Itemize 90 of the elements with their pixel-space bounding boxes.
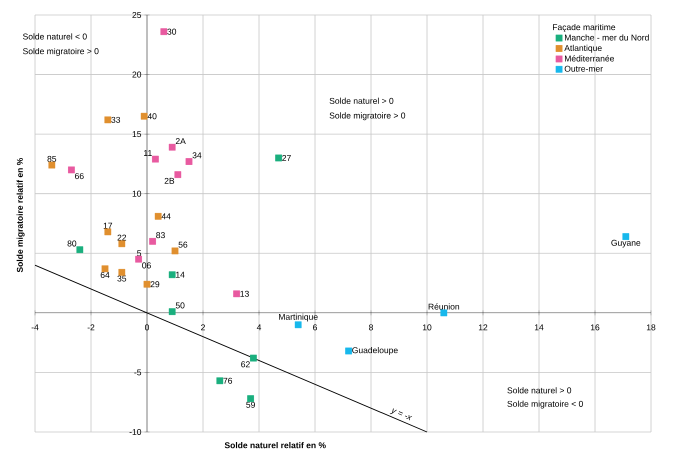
x-tick-label: 16	[590, 324, 600, 330]
point	[152, 156, 159, 163]
y-tick-label: -10	[130, 428, 142, 435]
annotation: Solde naturel < 0	[23, 33, 87, 40]
legend-label: Atlantique	[564, 44, 602, 53]
annotation: Martinique	[279, 314, 318, 322]
point	[216, 377, 224, 384]
point	[160, 28, 168, 36]
annotation: 35	[117, 276, 126, 282]
y-tick-label: 10	[132, 190, 142, 197]
annotation: 13	[240, 290, 249, 297]
y-axis-title: Solde migratoire relatif en %	[16, 158, 25, 272]
annotation: 44	[162, 213, 171, 220]
annotation: y = -x	[390, 408, 412, 420]
annotation: 14	[176, 272, 185, 278]
x-tick-label: 4	[256, 324, 262, 330]
legend-label: Manche - mer du Nord	[564, 34, 649, 41]
annotation: 22	[118, 234, 126, 241]
annotation: Guadeloupe	[352, 347, 398, 355]
x-tick-label: 2	[201, 324, 205, 330]
annotation: 59	[246, 402, 255, 408]
point	[104, 116, 112, 124]
y-tick-label: 15	[132, 131, 142, 138]
x-tick-label: -4	[32, 324, 39, 330]
point	[174, 171, 182, 178]
x-tick-label: 10	[422, 324, 432, 330]
annotation: 34	[192, 152, 202, 158]
point	[622, 233, 630, 240]
point	[135, 256, 142, 263]
x-axis-title: Solde naturel relatif en %	[224, 442, 326, 448]
point	[172, 247, 178, 254]
annotation: Solde naturel > 0	[507, 387, 572, 394]
point	[118, 268, 126, 276]
annotation: 85	[47, 156, 56, 162]
annotation: 66	[75, 173, 84, 180]
annotation: Solde migratoire > 0	[330, 112, 406, 120]
annotation: 30	[167, 28, 176, 35]
point	[168, 271, 176, 278]
legend-label: Méditerranée	[564, 55, 614, 62]
point	[186, 158, 192, 165]
point	[345, 348, 352, 354]
annotation: 27	[282, 154, 291, 161]
point	[102, 265, 108, 272]
annotation: 06	[142, 262, 151, 268]
annotation: 62	[241, 361, 250, 368]
point	[118, 240, 126, 248]
point	[154, 212, 162, 220]
y-tick-label: 25	[132, 12, 142, 18]
point	[76, 246, 84, 254]
legend-label: Outre-mer	[564, 66, 603, 72]
point	[149, 238, 156, 245]
annotation: 64	[100, 272, 110, 278]
x-tick-label: 14	[534, 324, 544, 330]
point	[250, 354, 257, 362]
annotation: Solde naturel > 0	[330, 98, 394, 104]
annotation: 40	[148, 113, 157, 120]
y-tick-label: 20	[132, 72, 142, 78]
point	[68, 166, 75, 174]
x-tick-label: 6	[313, 324, 318, 330]
point	[140, 112, 148, 120]
y-tick-label: 5	[137, 250, 142, 256]
x-tick-label: 8	[369, 324, 374, 330]
legend-title: Façade maritime	[552, 24, 616, 32]
annotation: Guyane	[611, 240, 640, 248]
x-tick-label: 18	[646, 324, 656, 330]
x-tick-label: -2	[88, 324, 94, 330]
y-tick-label: -5	[134, 369, 142, 376]
point	[294, 321, 302, 328]
annotation: 83	[156, 232, 165, 238]
annotation: 11	[144, 150, 152, 156]
point	[168, 308, 176, 316]
annotation: 29	[150, 281, 160, 288]
annotation: Solde migratoire < 0	[507, 400, 583, 409]
point	[48, 162, 56, 169]
annotation: 17	[104, 222, 112, 229]
annotation: 2B	[164, 178, 174, 184]
annotation: 2A	[176, 138, 186, 144]
annotation: Solde migratoire > 0	[23, 48, 99, 56]
annotation: 56	[178, 242, 188, 248]
annotation: 80	[68, 240, 76, 246]
annotation: 76	[223, 378, 232, 384]
x-tick-label: 12	[478, 324, 488, 330]
annotation: 33	[111, 116, 120, 123]
x-tick-label: 0	[144, 324, 150, 330]
point	[168, 144, 176, 151]
annotation: Réunion	[428, 303, 460, 310]
point	[233, 290, 240, 298]
point	[275, 154, 282, 162]
point	[144, 280, 150, 288]
annotation: 50	[176, 302, 185, 308]
